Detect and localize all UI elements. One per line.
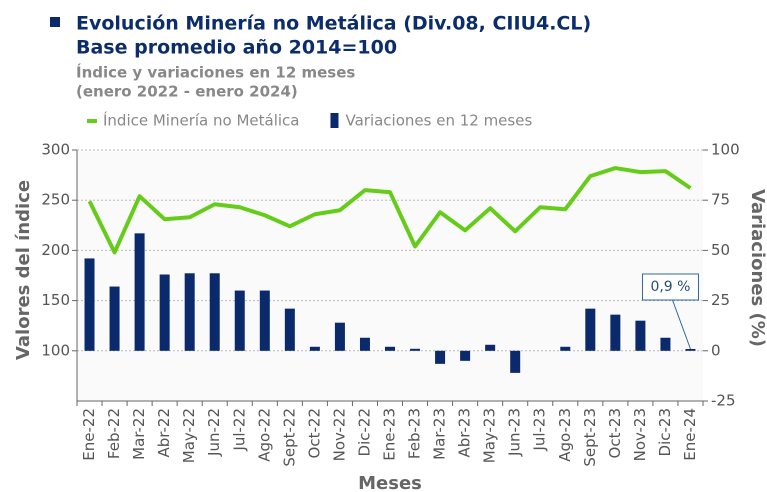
bar [359, 337, 370, 351]
bar [685, 348, 696, 351]
bar [284, 308, 295, 351]
title-marker [50, 17, 60, 27]
y-axis-label: Valores del índice [13, 180, 34, 360]
x-tick-label: May-23 [481, 408, 499, 463]
y2-tick-label: 25 [711, 291, 730, 309]
x-tick-label: Oct-22 [305, 408, 323, 458]
y2-tick-label: 100 [711, 141, 740, 159]
bar [560, 346, 571, 351]
x-tick-label: Jun-22 [205, 408, 223, 457]
subtitle: (enero 2022 - enero 2024) [76, 83, 298, 101]
x-tick-label: Sept-22 [280, 408, 298, 467]
bar [259, 290, 270, 351]
x-tick-label: Dic-23 [656, 408, 674, 456]
chart-title: Base promedio año 2014=100 [76, 37, 397, 59]
x-tick-label: Ago-23 [556, 408, 574, 462]
x-tick-label: Jun-23 [506, 408, 524, 457]
label-box [641, 273, 699, 301]
y2-axis-label: Variaciones (%) [747, 189, 767, 347]
y-tick-label: 300 [41, 141, 70, 159]
bar [410, 348, 421, 351]
x-tick-label: Nov-22 [330, 408, 348, 461]
x-tick-label: Abr-22 [155, 408, 173, 458]
x-tick-label: Mar-22 [130, 408, 148, 460]
bar [159, 274, 170, 351]
y2-tick-label: 75 [711, 191, 730, 209]
bar [184, 273, 195, 351]
bar [485, 344, 496, 351]
bar [510, 350, 521, 373]
x-tick-label: Dic-22 [355, 408, 373, 456]
label-leader [672, 299, 691, 350]
bar [460, 350, 471, 361]
bar [635, 320, 646, 351]
chart-title: Evolución Minería no Metálica (Div.08, C… [76, 13, 591, 35]
bar [134, 233, 145, 351]
x-tick-label: Mar-23 [431, 408, 449, 460]
legend-swatch [330, 113, 339, 128]
x-tick-label: Oct-23 [606, 408, 624, 458]
subtitle: Índice y variaciones en 12 meses [76, 63, 355, 82]
y-tick-label: 100 [41, 341, 70, 359]
x-tick-label: Jul-23 [531, 408, 549, 452]
y2-tick-label: 50 [711, 241, 730, 259]
x-tick-label: Ene-24 [681, 408, 699, 461]
x-tick-label: Ago-22 [255, 408, 273, 462]
x-tick-label: May-22 [180, 408, 198, 463]
bar [435, 350, 446, 364]
x-tick-label: Ene-23 [381, 408, 399, 461]
data-label: 0,9 % [650, 279, 690, 295]
bar [309, 346, 320, 351]
bar [385, 346, 395, 351]
legend-label: Índice Minería no Metálica [103, 111, 299, 130]
x-tick-label: Sept-23 [581, 408, 599, 467]
bar [234, 290, 245, 351]
x-tick-label: Ene-22 [80, 408, 98, 461]
x-tick-label: Abr-23 [456, 408, 474, 458]
x-tick-label: Jul-22 [230, 408, 248, 452]
bar [109, 286, 120, 351]
bar [660, 337, 671, 351]
bar [334, 322, 345, 351]
x-tick-label: Feb-23 [406, 408, 424, 459]
legend-label: Variaciones en 12 meses [345, 112, 532, 130]
y2-tick-label: -25 [711, 392, 736, 410]
line [87, 166, 692, 255]
y-tick-label: 250 [41, 191, 70, 209]
plot-area [77, 150, 703, 401]
y-tick-label: 150 [41, 291, 70, 309]
bar [585, 308, 596, 351]
y2-tick-label: 0 [711, 341, 721, 359]
bar [84, 258, 95, 351]
bar [209, 273, 220, 351]
x-tick-label: Nov-23 [631, 408, 649, 461]
bar [610, 314, 621, 351]
x-axis-label: Meses [358, 473, 422, 492]
x-tick-label: Feb-22 [105, 408, 123, 459]
y-tick-label: 200 [41, 241, 70, 259]
